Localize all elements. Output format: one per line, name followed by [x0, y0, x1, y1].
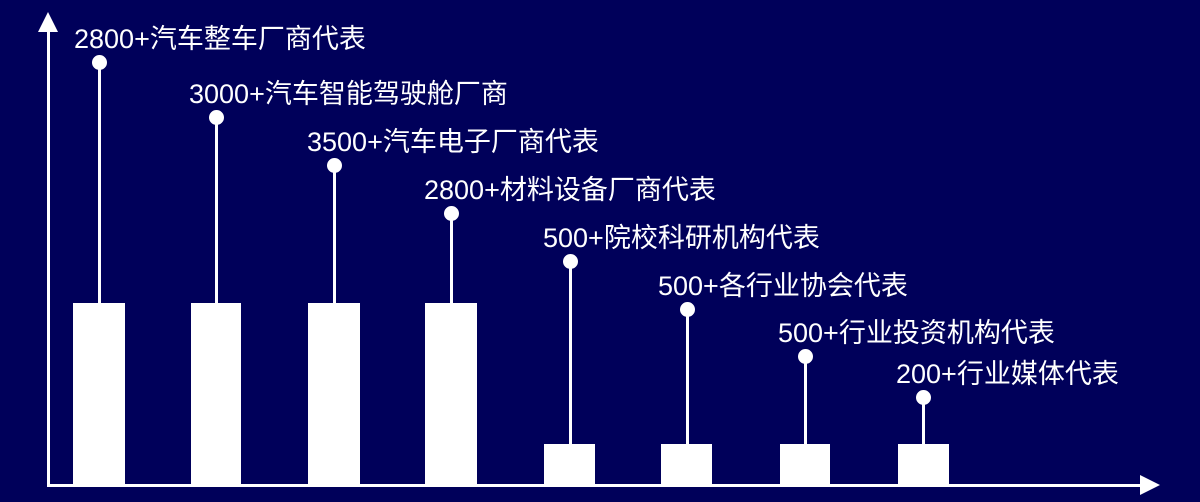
callout-stem	[450, 219, 453, 316]
callout-stem	[333, 171, 336, 316]
callout-stem	[922, 403, 925, 457]
callout-stem	[804, 362, 807, 457]
callout-stem	[686, 315, 689, 457]
x-axis-line	[47, 484, 1143, 487]
x-axis-arrow-icon	[1140, 475, 1160, 495]
callout-label-2: 3500+汽车电子厂商代表	[307, 127, 599, 157]
callout-label-1: 3000+汽车智能驾驶舱厂商	[189, 79, 508, 109]
callout-dot-icon	[563, 254, 578, 269]
bar-1	[191, 303, 241, 484]
callout-dot-icon	[916, 390, 931, 405]
callout-dot-icon	[798, 349, 813, 364]
callout-dot-icon	[444, 206, 459, 221]
callout-stem	[98, 68, 101, 316]
callout-stem	[569, 267, 572, 457]
callout-label-6: 500+行业投资机构代表	[778, 318, 1055, 348]
callout-dot-icon	[92, 55, 107, 70]
callout-label-3: 2800+材料设备厂商代表	[424, 175, 716, 205]
y-axis-line	[47, 30, 50, 485]
bar-2	[308, 303, 360, 484]
callout-dot-icon	[327, 158, 342, 173]
bar-0	[73, 303, 125, 484]
callout-label-7: 200+行业媒体代表	[896, 359, 1119, 389]
callout-dot-icon	[680, 302, 695, 317]
callout-label-5: 500+各行业协会代表	[658, 271, 908, 301]
bar-3	[425, 303, 477, 484]
callout-dot-icon	[209, 110, 224, 125]
y-axis-arrow-icon	[38, 12, 58, 32]
callout-label-4: 500+院校科研机构代表	[543, 223, 820, 253]
callout-label-0: 2800+汽车整车厂商代表	[74, 24, 366, 54]
callout-stem	[215, 123, 218, 316]
